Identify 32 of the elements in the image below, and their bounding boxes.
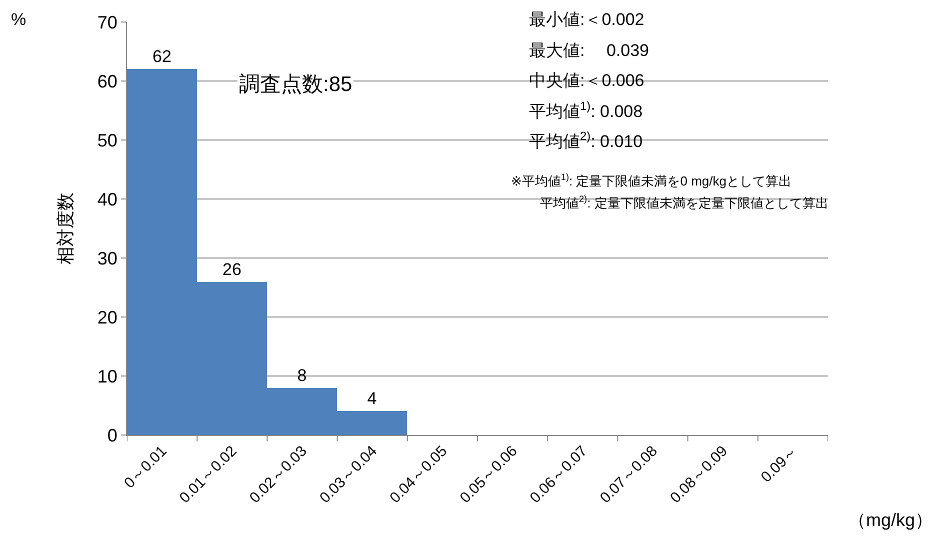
x-tick-label: 0.02～0.03 bbox=[246, 442, 310, 507]
y-axis-title: 相対度数 bbox=[56, 192, 76, 264]
y-tick-label: 50 bbox=[97, 130, 118, 150]
x-tick-label: 0～0.01 bbox=[121, 442, 170, 492]
y-tick-label: 20 bbox=[97, 307, 118, 328]
x-tick-label: 0.04～0.05 bbox=[386, 442, 451, 507]
data-label: 26 bbox=[222, 260, 242, 279]
annotation: 中央値:＜0.006 bbox=[529, 71, 644, 90]
x-tick-label: 0.09～ bbox=[758, 442, 802, 486]
annotation: 平均値$^{1)}$: 0.008 bbox=[529, 99, 643, 122]
x-tick-label: 0.08～0.09 bbox=[667, 442, 731, 507]
x-tick-label: 0.03～0.04 bbox=[316, 442, 380, 507]
x-tick-label: 0.07～0.08 bbox=[596, 442, 661, 507]
annotation: 平均値$^{2)}$: 0.010 bbox=[529, 129, 643, 152]
annotation: 調査点数:85 bbox=[239, 73, 352, 96]
x-tick-label: 0.05～0.06 bbox=[456, 442, 521, 507]
y-tick-label: 0 bbox=[107, 425, 118, 446]
annotation: 最小値:＜0.002 bbox=[529, 10, 644, 29]
text: % bbox=[11, 10, 26, 29]
x-tick-label: 0.01～0.02 bbox=[176, 442, 240, 507]
y-tick-label: 70 bbox=[97, 12, 118, 32]
annotation: ※平均値$^{1)}$: 定量下限値未満を0 mg/kgとして算出 bbox=[511, 172, 792, 188]
annotation: 平均値$^{2)}$: 定量下限値未満を定量下限値として算出 bbox=[540, 194, 828, 210]
x-axis-title: （mg/kg） bbox=[848, 510, 934, 530]
data-label: 4 bbox=[367, 389, 377, 408]
y-tick-label: 40 bbox=[97, 189, 118, 210]
y-tick-label: 60 bbox=[97, 71, 118, 92]
annotation: 最大値: 0.039 bbox=[529, 41, 649, 60]
y-tick-label: 30 bbox=[97, 248, 118, 268]
y-tick-label: 10 bbox=[97, 366, 118, 386]
data-label: 62 bbox=[152, 47, 172, 66]
data-label: 8 bbox=[297, 366, 307, 385]
